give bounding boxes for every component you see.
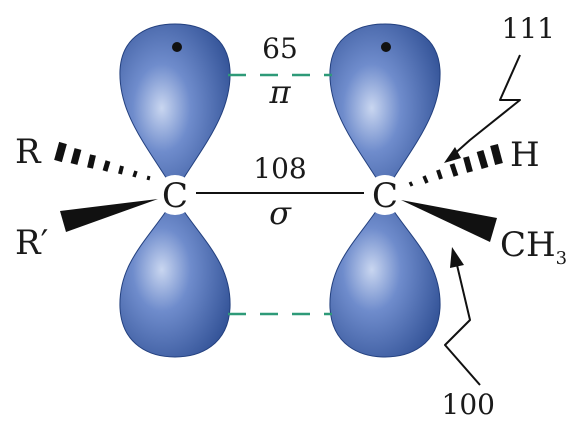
ch3-subscript: 3: [556, 248, 567, 269]
ch3-main-text: CH: [500, 225, 556, 265]
pi-bond-value: 65: [262, 32, 298, 65]
substituent-r-prime-label: R′: [15, 223, 48, 263]
substituent-ch3-label: CH3: [500, 225, 567, 269]
sigma-symbol: σ: [269, 194, 292, 232]
right-carbon-disc: [365, 175, 405, 215]
right-lower-lobe: [329, 197, 441, 358]
left-lower-lobe: [119, 197, 231, 358]
lower-squiggle-arrow: [444, 264, 481, 386]
substituent-r-label: R: [15, 132, 42, 172]
lower-rotation-value: 100: [442, 388, 495, 421]
lower-arrowhead: [450, 247, 464, 268]
right-p-orbital: [329, 23, 441, 358]
left-upper-lobe: [119, 23, 231, 193]
sigma-bond-value: 108: [253, 152, 306, 185]
right-carbon-label: C: [372, 176, 398, 216]
left-hashed-wedge: [54, 141, 151, 181]
right-upper-lobe: [329, 23, 441, 193]
left-p-orbital: [119, 23, 231, 358]
right-hashed-wedge: [408, 143, 503, 187]
substituent-h-label: H: [510, 135, 540, 175]
pi-symbol: π: [268, 73, 291, 111]
left-carbon-label: C: [162, 176, 188, 216]
upper-rotation-value: 111: [502, 12, 555, 45]
right-solid-wedge: [401, 200, 497, 242]
left-solid-wedge: [60, 199, 158, 232]
upper-squiggle-arrow: [451, 54, 521, 157]
left-electron-dot: [172, 42, 182, 52]
right-electron-dot: [381, 42, 391, 52]
left-carbon-disc: [155, 175, 195, 215]
upper-arrowhead: [444, 147, 461, 163]
